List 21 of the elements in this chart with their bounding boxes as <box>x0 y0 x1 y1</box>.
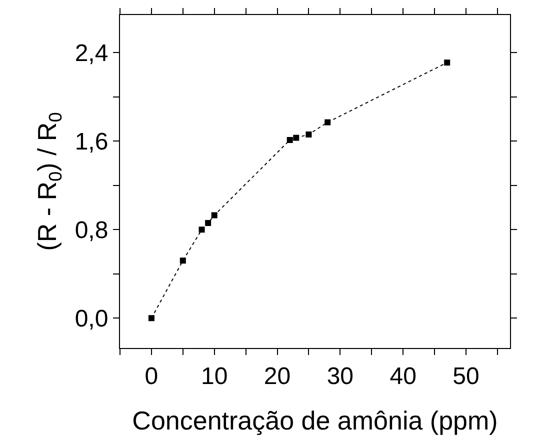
point <box>286 137 293 144</box>
point <box>205 220 212 226</box>
point <box>211 212 218 218</box>
x-tick-label: 30 <box>326 362 354 390</box>
x-tick-label: 0 <box>144 362 158 390</box>
y-tick-label: 1,6 <box>74 128 108 156</box>
y-tick-label: 0,8 <box>74 217 108 244</box>
y-tick-label: 0,0 <box>74 306 108 333</box>
x-tick-label: 10 <box>201 362 228 390</box>
x-tick-label: 20 <box>264 362 291 390</box>
x-tick-label: 40 <box>390 362 416 390</box>
point <box>306 131 312 138</box>
point <box>293 134 300 141</box>
x-tick-label: 50 <box>452 362 480 390</box>
y-tick-label: 2,4 <box>74 40 108 68</box>
point <box>444 60 450 66</box>
point <box>180 258 186 264</box>
x-axis-title: Concentração de amônia (ppm) <box>132 406 498 436</box>
point <box>324 119 331 126</box>
point <box>148 315 154 322</box>
point <box>198 226 205 233</box>
